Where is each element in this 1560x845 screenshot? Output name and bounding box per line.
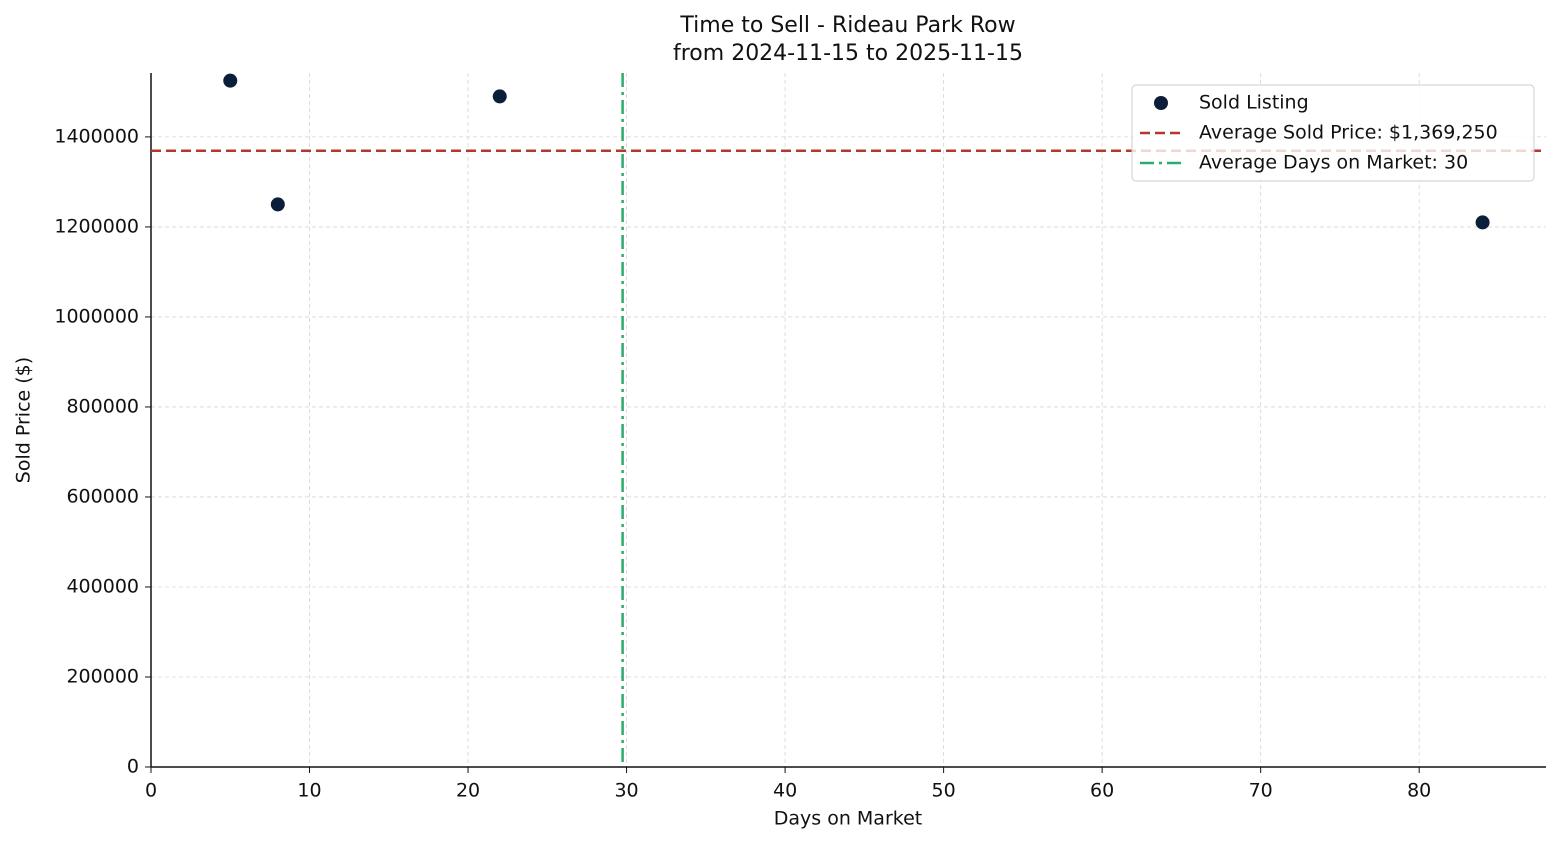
- legend-label: Sold Listing: [1199, 92, 1309, 114]
- y-tick-label: 400000: [66, 575, 139, 597]
- x-tick-label: 0: [145, 780, 157, 802]
- x-tick-label: 80: [1407, 780, 1431, 802]
- y-tick-label: 1000000: [54, 305, 139, 327]
- y-tick-label: 1400000: [54, 125, 139, 147]
- legend-box: [1131, 84, 1535, 182]
- chart-title: Time to Sell - Rideau Park Row: [679, 13, 1015, 38]
- x-axis-label: Days on Market: [774, 808, 922, 830]
- x-tick-label: 30: [614, 780, 638, 802]
- y-tick-label: 200000: [66, 665, 139, 687]
- y-tick-label: 1200000: [54, 215, 139, 237]
- point: [223, 73, 238, 88]
- legend-marker: [1154, 96, 1168, 110]
- point: [1475, 215, 1490, 230]
- x-tick-label: 10: [297, 780, 321, 802]
- y-axis-label: Sold Price ($): [13, 357, 35, 483]
- x-tick-label: 70: [1249, 780, 1273, 802]
- point: [270, 197, 285, 212]
- x-tick-label: 60: [1090, 780, 1114, 802]
- point: [492, 89, 507, 104]
- x-tick-label: 40: [773, 780, 797, 802]
- x-tick-label: 50: [932, 780, 956, 802]
- legend-label: Average Sold Price: $1,369,250: [1199, 122, 1498, 144]
- y-tick-label: 600000: [66, 485, 139, 507]
- y-tick-label: 800000: [66, 395, 139, 417]
- y-tick-label: 0: [127, 756, 139, 778]
- chart-subtitle: from 2024-11-15 to 2025-11-15: [673, 41, 1023, 66]
- legend-label: Average Days on Market: 30: [1199, 152, 1468, 174]
- x-tick-label: 20: [456, 780, 480, 802]
